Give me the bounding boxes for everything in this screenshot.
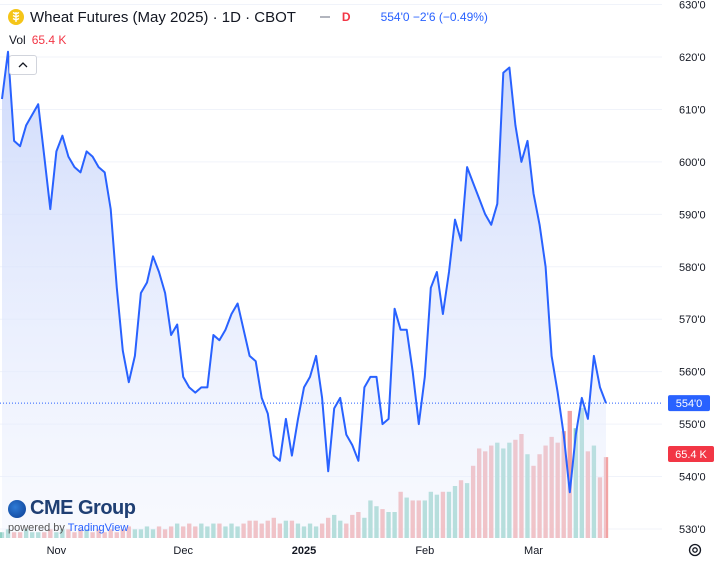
- price-tick-label: 610'0: [679, 104, 706, 116]
- symbol-title[interactable]: Wheat Futures (May 2025) · 1D · CBOT: [30, 8, 296, 26]
- price-tick-label: 560'0: [679, 367, 706, 379]
- tradingview-brand: TradingView: [67, 522, 129, 534]
- time-tick-label: Dec: [173, 545, 193, 557]
- price-axis[interactable]: 530'0 540'0 550'0 560'0 570'0 580'0 590'0 600'0…: [679, 0, 706, 536]
- price-tick-label: 590'0: [679, 209, 706, 221]
- time-tick-label: 2025: [292, 545, 316, 557]
- powered-by: powered by TradingView: [8, 522, 136, 534]
- last-price-label: 554'0: [676, 398, 703, 410]
- price-tick-label: 580'0: [679, 262, 706, 274]
- collapse-legend-button[interactable]: [9, 55, 37, 75]
- wheat-symbol-icon[interactable]: [8, 9, 24, 25]
- price-tick-label: 600'0: [679, 157, 706, 169]
- settings-button[interactable]: [687, 542, 703, 563]
- time-tick-label: Feb: [415, 545, 434, 557]
- price-tick-label: 540'0: [679, 472, 706, 484]
- price-line: [1, 50, 607, 494]
- chevron-up-icon: [18, 62, 28, 68]
- price-area: [2, 51, 606, 539]
- volume-value: 65.4 K: [31, 33, 67, 47]
- chart-header: Wheat Futures (May 2025) · 1D · CBOT D 5…: [8, 6, 488, 28]
- volume-bar: [567, 410, 572, 538]
- price-tick-label: 530'0: [679, 524, 706, 536]
- cme-logo[interactable]: CME Group powered by TradingView: [8, 497, 136, 534]
- last-volume-label: 65.4 K: [675, 449, 707, 461]
- last-volume-badge: [668, 446, 714, 462]
- last-price-badge: [668, 395, 710, 412]
- price-quote: 554'0 −2'6 (−0.49%): [380, 10, 488, 24]
- price-tick-label: 550'0: [679, 419, 706, 431]
- price-tick-label: 570'0: [679, 314, 706, 326]
- volume-label: Vol: [9, 33, 26, 47]
- volume-legend: Vol 65.4 K: [9, 33, 66, 47]
- gear-icon: [688, 543, 702, 557]
- delay-badge: D: [341, 10, 351, 24]
- axis-badges: 554'0 65.4 K: [668, 395, 714, 462]
- time-tick-label: Mar: [524, 545, 543, 557]
- price-tick-label: 620'0: [679, 52, 706, 64]
- minus-icon: [319, 16, 330, 18]
- powered-prefix: powered by: [8, 522, 65, 534]
- time-tick-label: Nov: [47, 545, 67, 557]
- time-axis[interactable]: Nov Dec 2025 Feb Mar: [47, 545, 544, 557]
- cme-brand: CME Group: [30, 497, 136, 519]
- price-tick-label: 630'0: [679, 0, 706, 12]
- globe-icon: [8, 499, 26, 518]
